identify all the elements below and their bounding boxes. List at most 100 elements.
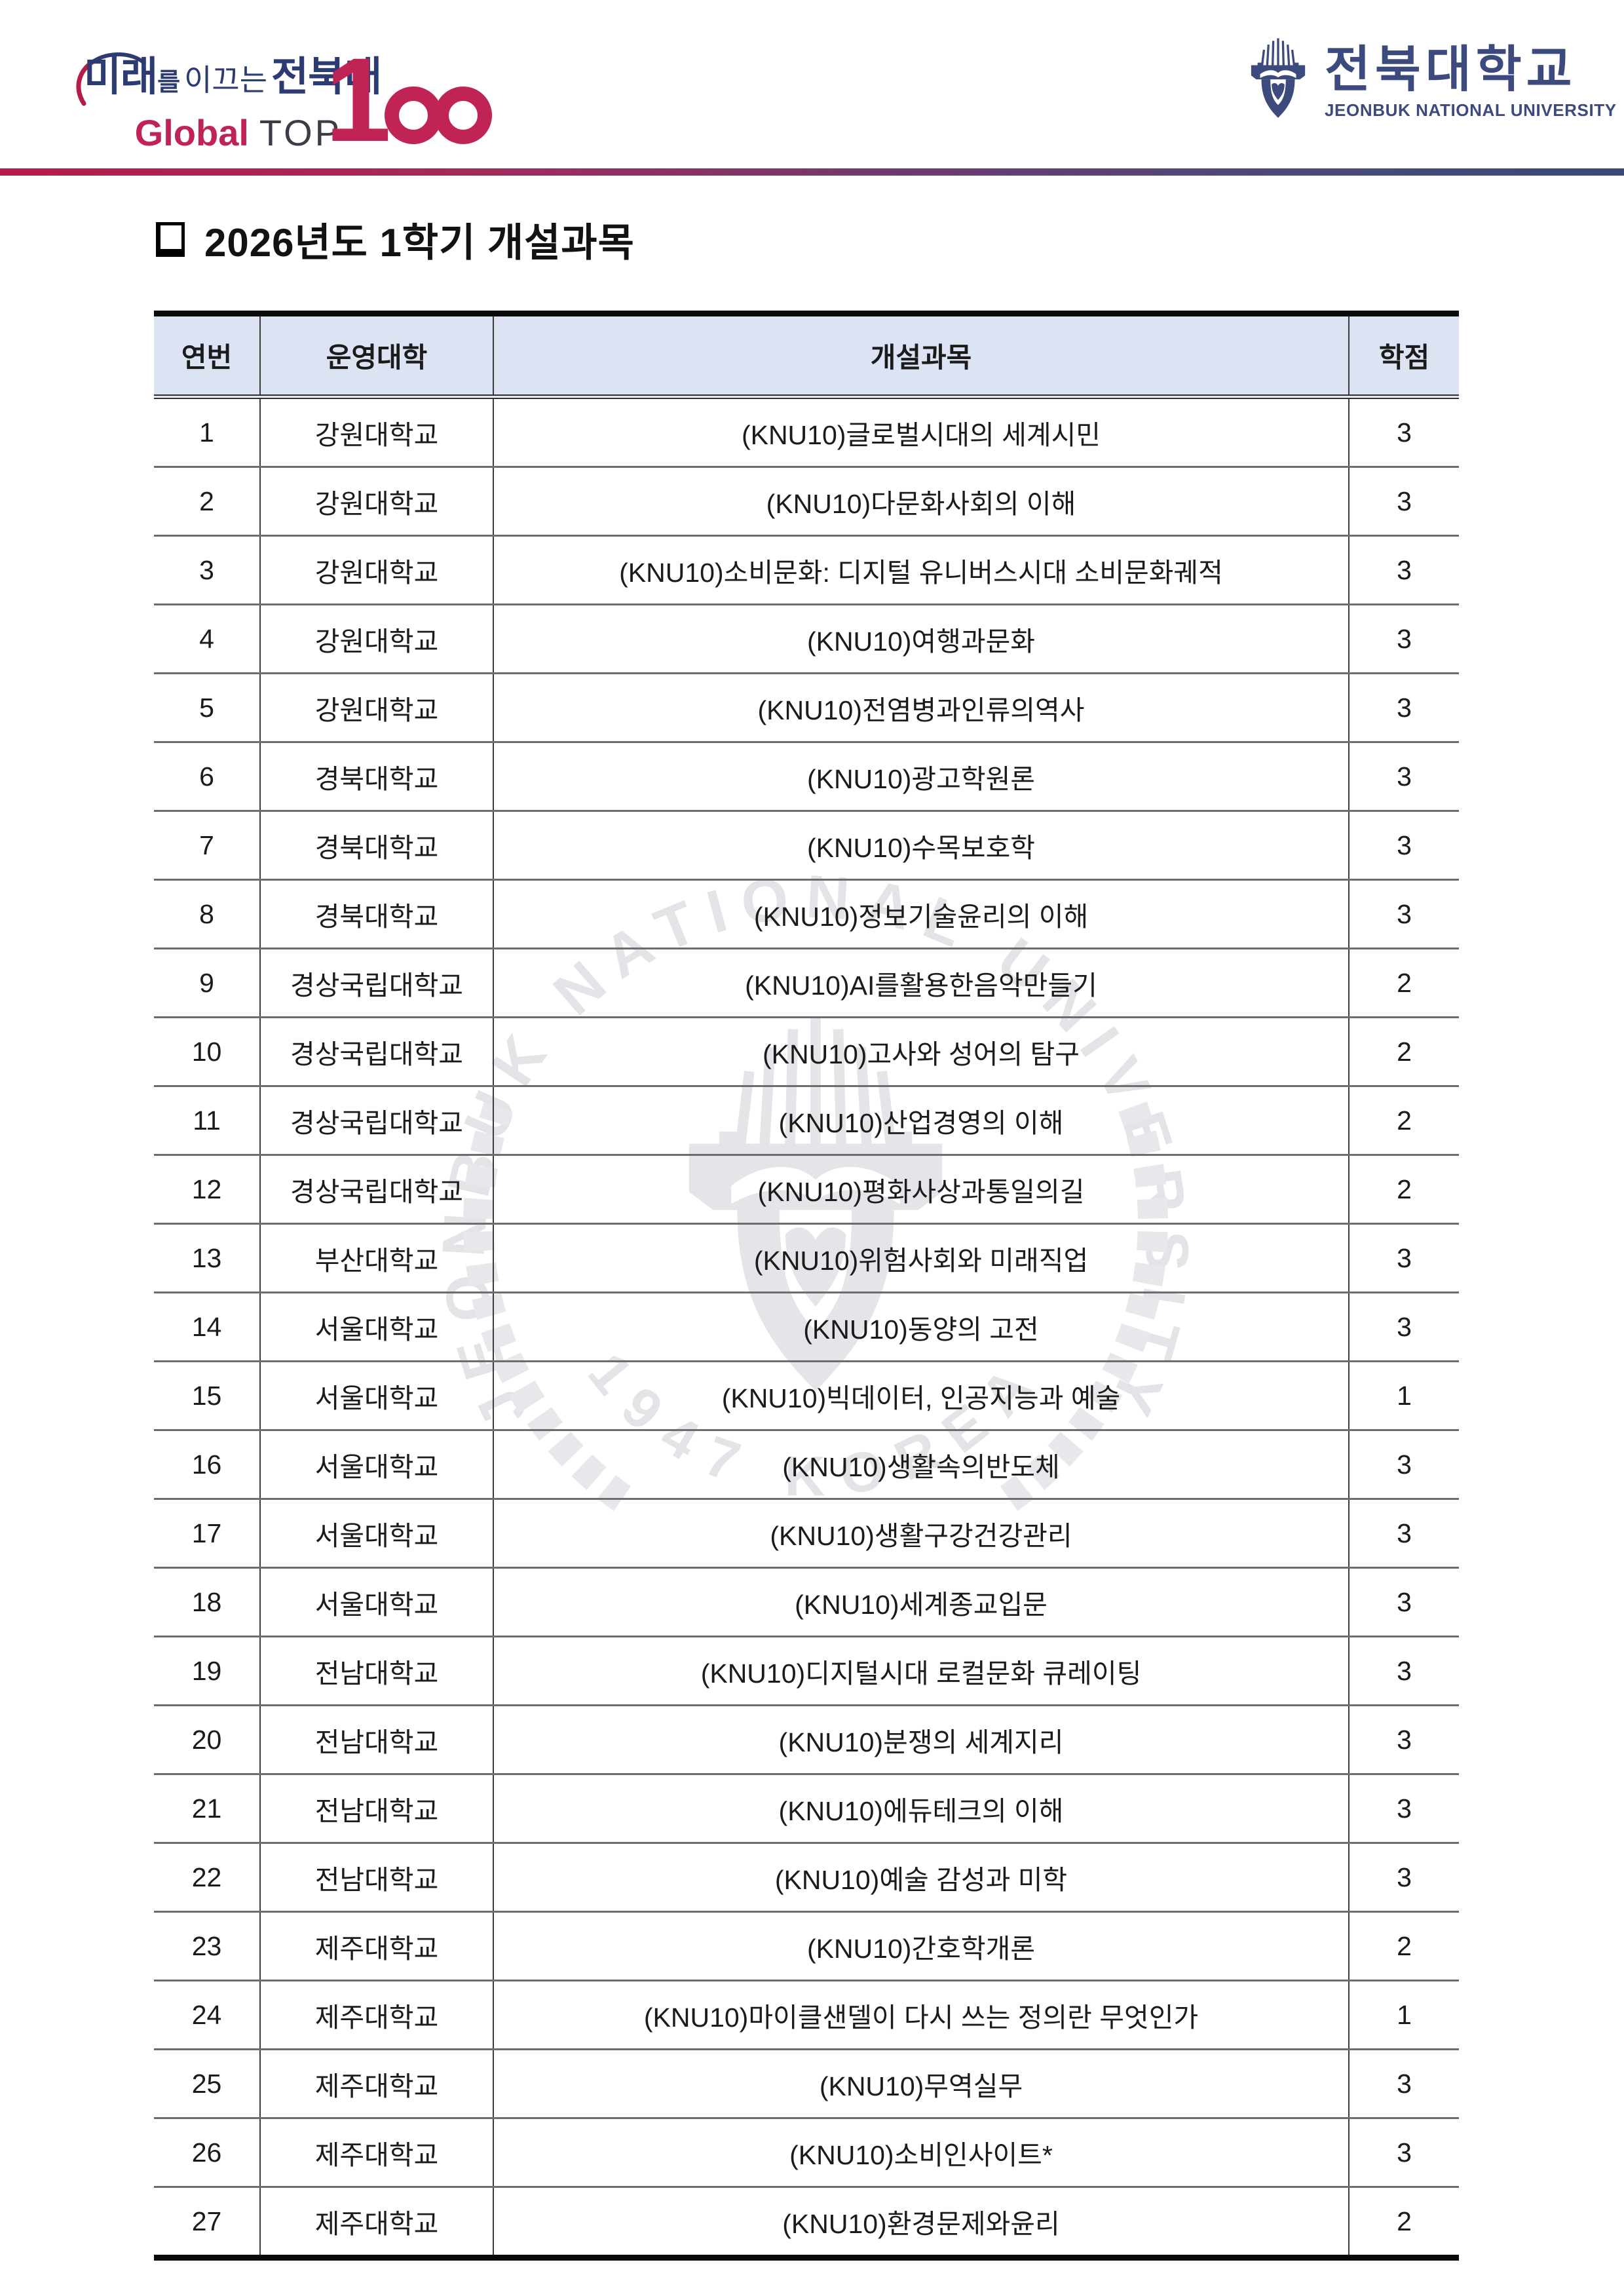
course-cell: (KNU10)환경문제와윤리 bbox=[493, 2186, 1349, 2258]
swoosh-icon bbox=[76, 52, 146, 106]
row-number-cell: 18 bbox=[154, 1567, 260, 1637]
university-cell: 제주대학교 bbox=[259, 2117, 493, 2187]
row-number-cell: 1 bbox=[199, 417, 214, 448]
course-cell: (KNU10)디지털시대 로컬문화 큐레이팅 bbox=[493, 1636, 1349, 1706]
page-title: 2026년도 1학기 개설과목 bbox=[156, 211, 635, 268]
row-number-cell: 20 bbox=[154, 1704, 260, 1774]
university-cell: 전남대학교 bbox=[259, 1636, 493, 1706]
credits-cell: 2 bbox=[1348, 1016, 1459, 1086]
row-number-cell: 22 bbox=[154, 1842, 260, 1912]
course-cell: (KNU10)에듀테크의 이해 bbox=[493, 1773, 1349, 1843]
table-row: 25 제주대학교 (KNU10)무역실무 3 bbox=[154, 2048, 1459, 2118]
university-cell: 서울대학교 bbox=[259, 1429, 493, 1499]
credits-cell: 3 bbox=[1348, 2117, 1459, 2187]
university-cell: 강원대학교 bbox=[259, 396, 493, 467]
row-number-cell: 10 bbox=[154, 1016, 260, 1086]
table-row: 13 부산대학교 (KNU10)위험사회와 미래직업 3 bbox=[154, 1223, 1459, 1293]
row-number-cell: 3 bbox=[154, 535, 260, 605]
table-row: 21 전남대학교 (KNU10)에듀테크의 이해 3 bbox=[154, 1773, 1459, 1843]
row-number-cell: 11 bbox=[154, 1085, 260, 1155]
gradient-divider bbox=[0, 168, 1624, 176]
university-cell: 제주대학교 bbox=[259, 1980, 493, 2050]
course-cell: (KNU10)정보기술윤리의 이해 bbox=[493, 879, 1349, 949]
university-cell: 서울대학교 bbox=[259, 1292, 493, 1362]
credits-cell: 3 bbox=[1348, 672, 1459, 742]
credits-cell: 3 bbox=[1348, 1636, 1459, 1706]
university-cell: 강원대학교 bbox=[259, 672, 493, 742]
row-number-cell: 21 bbox=[154, 1773, 260, 1843]
university-cell: 강원대학교 bbox=[259, 535, 493, 605]
row-number-cell: 23 bbox=[154, 1911, 260, 1981]
jbnu-logo: 전북대학교 JEONBUK NATIONAL UNIVERSITY bbox=[1246, 37, 1617, 127]
credits-cell: 3 bbox=[1348, 879, 1459, 949]
course-cell: (KNU10)위험사회와 미래직업 bbox=[493, 1223, 1349, 1293]
credits-cell: 3 bbox=[1348, 1773, 1459, 1843]
course-cell: (KNU10)고사와 성어의 탐구 bbox=[493, 1016, 1349, 1086]
course-cell: (KNU10)빅데이터, 인공지능과 예술 bbox=[493, 1360, 1349, 1430]
row-number-cell: 9 bbox=[154, 947, 260, 1018]
row-number-cell: 24 bbox=[154, 1980, 260, 2050]
page-title-text: 2026년도 1학기 개설과목 bbox=[204, 221, 635, 265]
table-row: 24 제주대학교 (KNU10)마이클샌델이 다시 쓰는 정의란 무엇인가 1 bbox=[154, 1980, 1459, 2050]
university-cell: 경북대학교 bbox=[259, 810, 493, 880]
slogan-text: 미래를 이끄는전북대 Global TOP bbox=[84, 56, 382, 162]
credits-cell: 3 bbox=[1348, 396, 1459, 467]
course-cell: (KNU10)예술 감성과 미학 bbox=[493, 1842, 1349, 1912]
table-row: 17 서울대학교 (KNU10)생활구강건강관리 3 bbox=[154, 1498, 1459, 1568]
top-100-mark: 1 bbox=[325, 33, 493, 166]
row-number-cell: 6 bbox=[154, 741, 260, 811]
course-cell: (KNU10)광고학원론 bbox=[493, 741, 1349, 811]
university-cell: 경상국립대학교 bbox=[259, 1085, 493, 1155]
course-cell: (KNU10)세계종교입문 bbox=[493, 1567, 1349, 1637]
university-cell: 전남대학교 bbox=[259, 1773, 493, 1843]
course-cell: (KNU10)소비인사이트* bbox=[493, 2117, 1349, 2187]
credits-cell: 3 bbox=[1348, 535, 1459, 605]
university-cell: 서울대학교 bbox=[259, 1567, 493, 1637]
university-cell: 서울대학교 bbox=[259, 1360, 493, 1430]
row-number-cell: 12 bbox=[154, 1154, 260, 1224]
credits-cell: 3 bbox=[1348, 1567, 1459, 1637]
header-credits: 학점 bbox=[1348, 313, 1459, 399]
header-university: 운영대학 bbox=[259, 313, 493, 399]
table-row: 27 제주대학교 (KNU10)환경문제와윤리 2 bbox=[154, 2186, 1459, 2258]
table-row: 8 경북대학교 (KNU10)정보기술윤리의 이해 3 bbox=[154, 879, 1459, 949]
university-name-kr: 전북대학교 bbox=[1325, 41, 1577, 98]
course-cell: (KNU10)마이클샌델이 다시 쓰는 정의란 무엇인가 bbox=[493, 1980, 1349, 2050]
university-cell: 제주대학교 bbox=[259, 1911, 493, 1981]
university-cell: 강원대학교 bbox=[259, 466, 493, 536]
table-row: 22 전남대학교 (KNU10)예술 감성과 미학 3 bbox=[154, 1842, 1459, 1912]
course-cell: (KNU10)AI를활용한음악만들기 bbox=[493, 947, 1349, 1018]
table-row: 6 경북대학교 (KNU10)광고학원론 3 bbox=[154, 741, 1459, 811]
table-row: 12 경상국립대학교 (KNU10)평화사상과통일의길 2 bbox=[154, 1154, 1459, 1224]
credits-cell: 2 bbox=[1348, 1154, 1459, 1224]
credits-cell: 2 bbox=[1348, 947, 1459, 1018]
course-cell: (KNU10)동양의 고전 bbox=[493, 1292, 1349, 1362]
table-row: 11 경상국립대학교 (KNU10)산업경영의 이해 2 bbox=[154, 1085, 1459, 1155]
row-number-cell: 19 bbox=[154, 1636, 260, 1706]
infinity-ring-icon bbox=[434, 86, 493, 144]
credits-cell: 2 bbox=[1348, 2186, 1459, 2258]
table-row: 23 제주대학교 (KNU10)간호학개론 2 bbox=[154, 1911, 1459, 1981]
credits-cell: 3 bbox=[1348, 1223, 1459, 1293]
row-number-cell: 15 bbox=[154, 1360, 260, 1430]
table-row: 4 강원대학교 (KNU10)여행과문화 3 bbox=[154, 603, 1459, 674]
university-name-en: JEONBUK NATIONAL UNIVERSITY bbox=[1325, 100, 1617, 120]
table-row: 16 서울대학교 (KNU10)생활속의반도체 3 bbox=[154, 1429, 1459, 1499]
table-row: 5 강원대학교 (KNU10)전염병과인류의역사 3 bbox=[154, 672, 1459, 742]
row-number-cell: 7 bbox=[154, 810, 260, 880]
slogan-jbnu: 전북대 bbox=[271, 54, 382, 100]
jbnu-crest-icon bbox=[1246, 37, 1310, 127]
slogan-global: Global bbox=[134, 112, 249, 153]
row-number-cell: 17 bbox=[154, 1498, 260, 1568]
table-row: 1 강원대학교 (KNU10)글로벌시대의 세계시민 3 bbox=[154, 396, 1459, 467]
university-cell: 경상국립대학교 bbox=[259, 1016, 493, 1086]
course-cell: (KNU10)여행과문화 bbox=[493, 603, 1349, 674]
table-row: 10 경상국립대학교 (KNU10)고사와 성어의 탐구 2 bbox=[154, 1016, 1459, 1086]
row-number-cell: 4 bbox=[154, 603, 260, 674]
course-cell: (KNU10)무역실무 bbox=[493, 2048, 1349, 2118]
credits-cell: 1 bbox=[1348, 1360, 1459, 1430]
university-cell: 전남대학교 bbox=[259, 1842, 493, 1912]
numeral-one: 1 bbox=[325, 33, 391, 166]
row-number-cell: 5 bbox=[154, 672, 260, 742]
